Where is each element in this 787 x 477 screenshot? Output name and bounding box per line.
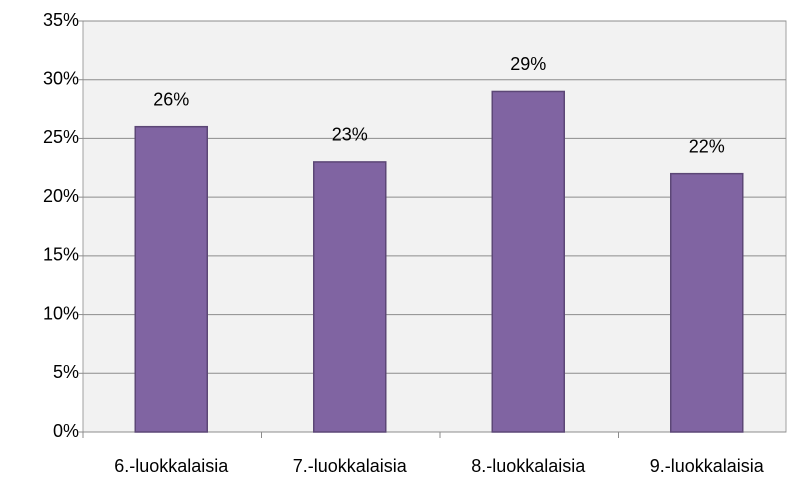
x-tick-label: 6.-luokkalaisia xyxy=(114,456,229,476)
x-tick-label: 8.-luokkalaisia xyxy=(471,456,586,476)
data-label: 26% xyxy=(153,89,189,109)
x-tick-label: 7.-luokkalaisia xyxy=(293,456,408,476)
y-tick-label: 0% xyxy=(53,421,79,441)
x-tick-label: 9.-luokkalaisia xyxy=(650,456,765,476)
data-label: 29% xyxy=(510,54,546,74)
bar xyxy=(134,125,208,433)
bar xyxy=(670,172,744,433)
y-tick-label: 5% xyxy=(53,362,79,382)
bar xyxy=(313,161,387,433)
y-tick-label: 10% xyxy=(43,303,79,323)
bar xyxy=(491,90,565,433)
y-tick-label: 20% xyxy=(43,186,79,206)
y-tick-label: 25% xyxy=(43,127,79,147)
data-label: 22% xyxy=(689,136,725,156)
y-tick-label: 30% xyxy=(43,68,79,88)
y-tick-label: 15% xyxy=(43,245,79,265)
data-label: 23% xyxy=(332,125,368,145)
y-tick-label: 35% xyxy=(43,10,79,30)
